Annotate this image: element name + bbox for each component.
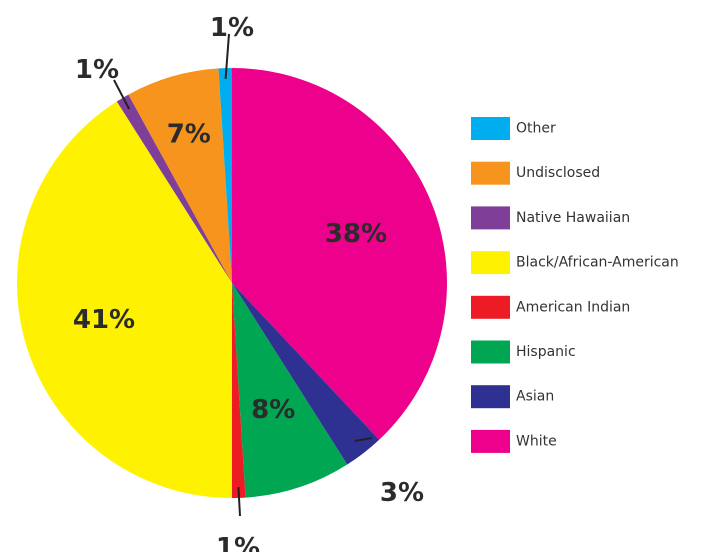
pie-slice-american-indian bbox=[232, 283, 246, 498]
leader-line-asian bbox=[354, 437, 373, 442]
slice-label-hispanic: 8% bbox=[251, 395, 295, 425]
legend-swatch bbox=[471, 117, 510, 140]
slice-label-undisclosed: 7% bbox=[167, 119, 211, 149]
slice-labels: 38% 3% 8% 1% 41% 1% 7% 1% bbox=[73, 13, 424, 552]
legend-label: Hispanic bbox=[516, 344, 576, 360]
pie-slices bbox=[16, 68, 447, 499]
pie-slice-asian bbox=[232, 283, 380, 465]
legend-swatch bbox=[471, 206, 510, 230]
pie-slice-black-african-american bbox=[16, 101, 232, 499]
slice-label-other: 1% bbox=[210, 13, 254, 43]
leader-line-other bbox=[224, 33, 230, 79]
pie-slice-undisclosed bbox=[128, 68, 232, 283]
pie-slice-white bbox=[232, 68, 447, 440]
pie-slice-other bbox=[218, 68, 232, 283]
slice-label-white: 38% bbox=[325, 219, 387, 249]
legend-swatch bbox=[471, 161, 510, 185]
slice-label-asian: 3% bbox=[380, 478, 424, 508]
legend-item-black-african-american: Black/African-American bbox=[471, 251, 679, 275]
legend-item-asian: Asian bbox=[471, 385, 554, 409]
leader-line-native-hawaiian bbox=[113, 79, 131, 110]
pie-slice-hispanic bbox=[232, 283, 348, 498]
legend-item-white: White bbox=[471, 429, 557, 453]
legend-item-american-indian: American Indian bbox=[471, 295, 630, 319]
legend-swatch bbox=[471, 385, 510, 409]
slice-label-black-african-american: 41% bbox=[73, 305, 135, 335]
legend-swatch bbox=[471, 295, 510, 319]
legend-label: Other bbox=[516, 121, 556, 137]
legend-item-undisclosed: Undisclosed bbox=[471, 161, 600, 185]
legend-label: Asian bbox=[516, 389, 554, 405]
legend-item-other: Other bbox=[471, 117, 556, 140]
legend-label: Undisclosed bbox=[516, 165, 600, 181]
legend-label: American Indian bbox=[516, 299, 630, 315]
legend: Other Undisclosed Native Hawaiian Black/Afr… bbox=[471, 117, 679, 453]
legend-label: White bbox=[516, 433, 557, 449]
legend-swatch bbox=[471, 429, 510, 453]
legend-swatch bbox=[471, 251, 510, 275]
legend-label: Black/African-American bbox=[516, 255, 679, 271]
slice-label-native-hawaiian: 1% bbox=[75, 55, 119, 85]
pie-slice-native-hawaiian bbox=[116, 94, 232, 284]
legend-swatch bbox=[471, 340, 510, 364]
legend-item-native-hawaiian: Native Hawaiian bbox=[471, 206, 630, 230]
legend-item-hispanic: Hispanic bbox=[471, 340, 576, 364]
leader-line-american-indian bbox=[237, 487, 241, 517]
slice-label-american-indian: 1% bbox=[216, 533, 260, 552]
legend-label: Native Hawaiian bbox=[516, 210, 630, 226]
